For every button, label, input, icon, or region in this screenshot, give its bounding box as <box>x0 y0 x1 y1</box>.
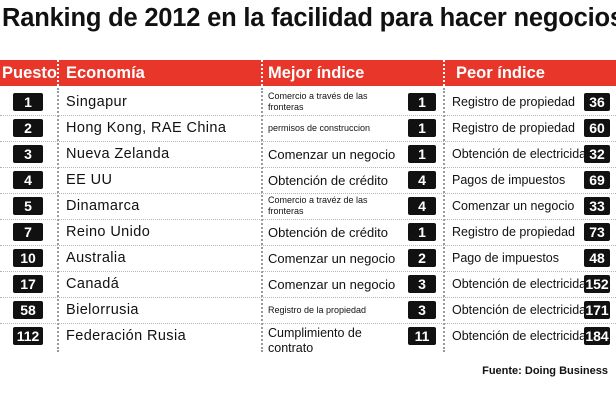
table-row: 5 Dinamarca Comercio a travéz de las front… <box>0 193 616 219</box>
mejor-indice-cell: Comenzar un negocio <box>268 276 396 292</box>
table-row: 10 Australia Comenzar un negocio 2 Pago de i… <box>0 245 616 271</box>
puesto-badge: 4 <box>13 171 43 189</box>
header-economia: Economía <box>66 64 145 82</box>
peor-indice-cell: Pagos de impuestos <box>452 173 566 187</box>
peor-indice-badge: 32 <box>584 145 610 163</box>
puesto-badge: 17 <box>13 275 43 293</box>
economia-cell: Singapur <box>66 94 128 110</box>
table-row: 1 Singapur Comercio a través de las fronte… <box>0 89 616 115</box>
mejor-indice-cell: Obtención de crédito <box>268 224 388 240</box>
puesto-badge: 10 <box>13 249 43 267</box>
header-puesto: Puesto <box>2 64 58 82</box>
peor-indice-badge: 36 <box>584 93 610 111</box>
mejor-indice-badge: 4 <box>408 171 436 189</box>
peor-indice-cell: Registro de propiedad <box>452 121 575 135</box>
economia-cell: Bielorrusia <box>66 302 139 318</box>
row-divider <box>0 323 616 324</box>
peor-indice-cell: Registro de propiedad <box>452 225 575 239</box>
mejor-indice-badge: 4 <box>408 197 436 215</box>
mejor-indice-cell: Comercio a travéz de las fronteras <box>268 195 368 216</box>
economia-cell: Nueva Zelanda <box>66 146 170 162</box>
puesto-badge: 3 <box>13 145 43 163</box>
economia-cell: Hong Kong, RAE China <box>66 120 227 136</box>
puesto-badge: 1 <box>13 93 43 111</box>
peor-indice-badge: 69 <box>584 171 610 189</box>
peor-indice-cell: Obtención de electricidad <box>452 329 594 343</box>
puesto-badge: 7 <box>13 223 43 241</box>
table-header: Puesto Economía Mejor índice Peor índice <box>0 60 616 86</box>
mejor-indice-cell: Cumplimiento de contrato <box>268 326 362 355</box>
peor-indice-badge: 152 <box>584 275 610 293</box>
peor-indice-badge: 33 <box>584 197 610 215</box>
mejor-indice-cell: Comenzar un negocio <box>268 146 396 162</box>
row-divider <box>0 219 616 220</box>
mejor-indice-badge: 3 <box>408 275 436 293</box>
source-note: Fuente: Doing Business <box>482 365 608 377</box>
table-row: 2 Hong Kong, RAE China permisos de constru… <box>0 115 616 141</box>
peor-indice-cell: Pago de impuestos <box>452 251 560 265</box>
row-divider <box>0 193 616 194</box>
mejor-indice-badge: 1 <box>408 223 436 241</box>
peor-indice-cell: Comenzar un negocio <box>452 199 575 213</box>
mejor-indice-badge: 2 <box>408 249 436 267</box>
page-title: Ranking de 2012 en la facilidad para hac… <box>2 4 616 32</box>
puesto-badge: 58 <box>13 301 43 319</box>
economia-cell: EE UU <box>66 172 113 188</box>
puesto-badge: 2 <box>13 119 43 137</box>
mejor-indice-badge: 1 <box>408 119 436 137</box>
mejor-indice-badge: 1 <box>408 145 436 163</box>
economia-cell: Federación Rusia <box>66 328 187 344</box>
economia-cell: Dinamarca <box>66 198 140 214</box>
peor-indice-badge: 73 <box>584 223 610 241</box>
peor-indice-badge: 184 <box>584 327 610 345</box>
row-divider <box>0 245 616 246</box>
peor-indice-cell: Obtención de electricidad <box>452 147 594 161</box>
row-divider <box>0 167 616 168</box>
header-divider <box>443 60 445 86</box>
table-row: 58 Bielorrusia Registro de la propiedad 3 Ob… <box>0 297 616 323</box>
economia-cell: Australia <box>66 250 127 266</box>
puesto-badge: 5 <box>13 197 43 215</box>
table-row: 4 EE UU Obtención de crédito 4 Pagos de impu… <box>0 167 616 193</box>
header-peor: Peor índice <box>456 64 545 82</box>
row-divider <box>0 297 616 298</box>
mejor-indice-cell: Comercio a través de las fronteras <box>268 91 368 112</box>
peor-indice-badge: 60 <box>584 119 610 137</box>
mejor-indice-badge: 1 <box>408 93 436 111</box>
mejor-indice-badge: 3 <box>408 301 436 319</box>
table-row: 7 Reino Unido Obtención de crédito 1 Registr… <box>0 219 616 245</box>
peor-indice-cell: Obtención de electricidad <box>452 303 594 317</box>
peor-indice-badge: 48 <box>584 249 610 267</box>
column-divider <box>443 88 445 352</box>
row-divider <box>0 271 616 272</box>
puesto-badge: 112 <box>13 327 43 345</box>
peor-indice-cell: Registro de propiedad <box>452 95 575 109</box>
row-divider <box>0 141 616 142</box>
economia-cell: Reino Unido <box>66 224 151 240</box>
table-row: 112 Federación Rusia Cumplimiento de contr… <box>0 323 616 355</box>
row-divider <box>0 115 616 116</box>
mejor-indice-cell: permisos de construccion <box>268 122 371 133</box>
mejor-indice-badge: 11 <box>408 327 436 345</box>
table-row: 17 Canadá Comenzar un negocio 3 Obtención de… <box>0 271 616 297</box>
column-divider <box>261 88 263 352</box>
mejor-indice-cell: Registro de la propiedad <box>268 304 367 315</box>
peor-indice-cell: Obtención de electricidad <box>452 277 594 291</box>
header-divider <box>57 60 59 86</box>
mejor-indice-cell: Comenzar un negocio <box>268 250 396 266</box>
header-divider <box>261 60 263 86</box>
peor-indice-badge: 171 <box>584 301 610 319</box>
mejor-indice-cell: Obtención de crédito <box>268 172 388 188</box>
table-row: 3 Nueva Zelanda Comenzar un negocio 1 Obtenc… <box>0 141 616 167</box>
column-divider <box>57 88 59 352</box>
header-mejor: Mejor índice <box>268 64 365 82</box>
economia-cell: Canadá <box>66 276 120 292</box>
